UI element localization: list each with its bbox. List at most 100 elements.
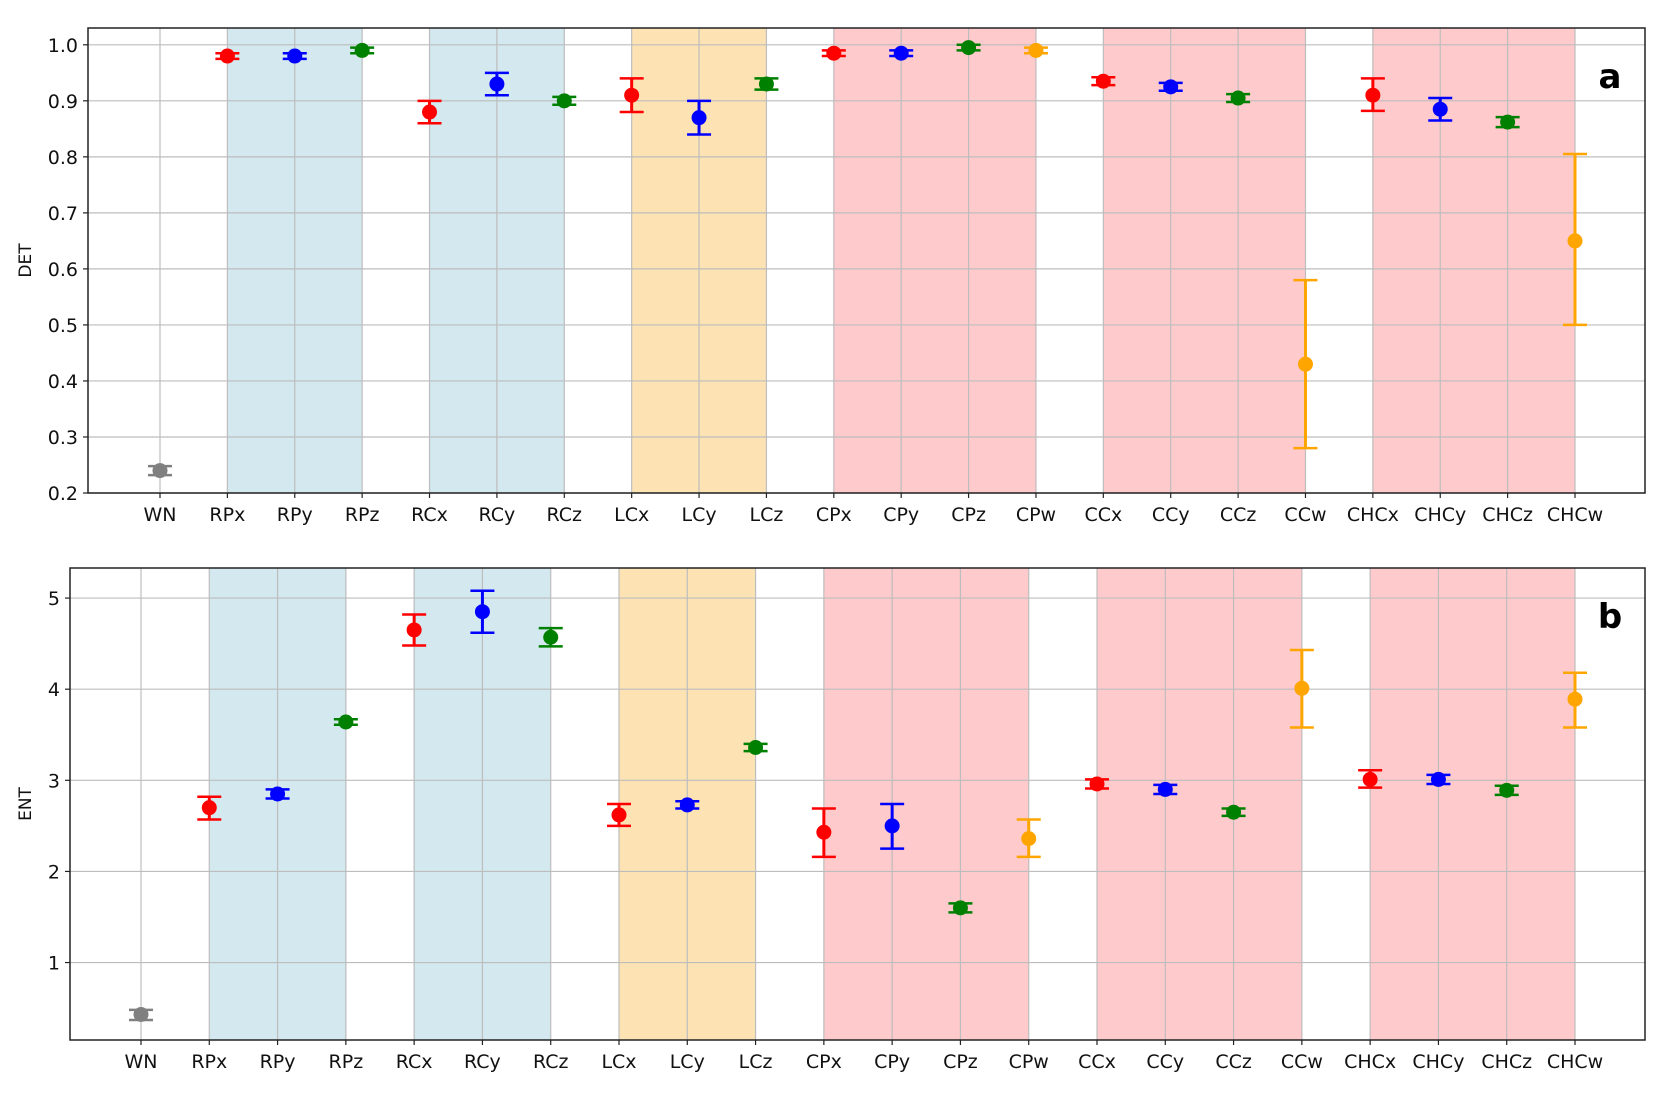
y-tick-label: 0.3 [48, 427, 78, 449]
data-point-CCy [1157, 781, 1173, 797]
data-point-CHCz [1500, 114, 1516, 130]
data-point-RCx [406, 622, 422, 638]
y-tick-label: 2 [48, 861, 60, 883]
x-tick-label-LCz: LCz [739, 1051, 773, 1073]
data-point-CHCz [1499, 782, 1515, 798]
x-tick-label-LCy: LCy [681, 504, 716, 526]
x-tick-label-CCx: CCx [1084, 504, 1122, 526]
x-tick-label-RCy: RCy [479, 504, 516, 526]
data-point-CPx [816, 824, 832, 840]
data-point-CCx [1089, 776, 1105, 792]
data-point-CPw [1021, 831, 1037, 847]
data-point-CCy [1163, 79, 1179, 95]
x-tick-label-RCx: RCx [411, 504, 448, 526]
x-tick-label-WN: WN [144, 504, 177, 526]
x-tick-label-RCy: RCy [464, 1051, 501, 1073]
data-point-RCx [422, 104, 438, 120]
plot-frame [69, 567, 1646, 1041]
y-tick-label: 0.2 [48, 483, 78, 505]
data-point-CHCy [1430, 771, 1446, 787]
y-axis-label: DET [16, 243, 36, 278]
data-point-RPy [270, 786, 286, 802]
x-tick-label-CCy: CCy [1146, 1051, 1184, 1073]
x-tick-label-LCx: LCx [614, 504, 649, 526]
x-tick-label-RCz: RCz [547, 504, 583, 526]
data-point-WN [133, 1006, 149, 1022]
x-tick-label-CPz: CPz [951, 504, 986, 526]
panel-b-ent: 1 2 3 4 5 WN RPx RPy RPz RCx RCy RCz LCx LCy LCz CPx CP… [16, 567, 1646, 1073]
x-tick-label-CPw: CPw [1009, 1051, 1049, 1073]
x-tick-label-CCx: CCx [1078, 1051, 1116, 1073]
data-point-CPy [884, 818, 900, 834]
shaded-band [1103, 28, 1306, 493]
x-tick-label-CHCz: CHCz [1482, 504, 1533, 526]
data-point-LCx [611, 807, 627, 823]
shaded-band [1097, 568, 1302, 1040]
data-point-RPx [201, 800, 217, 816]
x-tick-label-CHCz: CHCz [1481, 1051, 1532, 1073]
data-point-RCy [489, 76, 505, 92]
data-point-CHCx [1362, 771, 1378, 787]
x-tick-label-CPx: CPx [806, 1051, 842, 1073]
panel-label: a [1599, 57, 1622, 97]
x-tick-label-RPy: RPy [277, 504, 313, 526]
data-point-LCz [748, 740, 764, 756]
y-tick-label: 5 [48, 588, 60, 610]
x-tick-label-CCz: CCz [1220, 504, 1257, 526]
y-tick-label: 0.8 [48, 147, 78, 169]
data-point-CCz [1230, 90, 1246, 106]
data-point-RCz [543, 629, 559, 645]
x-tick-label-CPy: CPy [883, 504, 919, 526]
data-point-CPw [1028, 42, 1044, 58]
data-point-LCy [691, 110, 707, 126]
data-point-CHCx [1365, 87, 1381, 103]
data-point-CCx [1095, 73, 1111, 89]
plot-frame [87, 27, 1646, 494]
x-tick-label-CCz: CCz [1215, 1051, 1252, 1073]
data-point-CPz [952, 900, 968, 916]
x-tick-label-RPy: RPy [260, 1051, 296, 1073]
panel-a-det: 0.2 0.3 0.4 0.5 0.6 0.7 0.8 0.9 1.0 WN RPx RPy RPz R… [16, 27, 1646, 526]
data-point-CPy [893, 45, 909, 61]
data-point-LCz [758, 76, 774, 92]
x-tick-label-CCw: CCw [1281, 1051, 1323, 1073]
x-tick-label-RPx: RPx [191, 1051, 227, 1073]
x-tick-label-CHCw: CHCw [1547, 504, 1603, 526]
data-point-RPx [219, 48, 235, 64]
x-tick-label-CHCx: CHCx [1344, 1051, 1396, 1073]
shaded-band [1370, 568, 1575, 1040]
x-tick-label-CPz: CPz [943, 1051, 978, 1073]
data-point-CPz [961, 40, 977, 56]
y-tick-label: 3 [48, 770, 60, 792]
x-tick-label-CPx: CPx [816, 504, 852, 526]
y-tick-label: 0.7 [48, 203, 78, 225]
x-tick-label-CHCy: CHCy [1412, 1051, 1464, 1073]
y-tick-label: 0.4 [48, 371, 78, 393]
y-tick-label: 0.6 [48, 259, 78, 281]
y-axis-label: ENT [16, 786, 36, 820]
y-tick-label: 1 [48, 953, 60, 975]
panel-label: b [1598, 597, 1622, 637]
data-point-CCw [1297, 356, 1313, 372]
x-tick-label-RCx: RCx [396, 1051, 433, 1073]
data-point-CCw [1294, 680, 1310, 696]
data-point-CHCy [1432, 101, 1448, 117]
x-tick-label-RCz: RCz [533, 1051, 569, 1073]
x-tick-label-RPz: RPz [329, 1051, 364, 1073]
data-point-RCz [556, 93, 572, 109]
x-tick-label-CPw: CPw [1016, 504, 1056, 526]
data-point-CCz [1226, 804, 1242, 820]
data-point-LCy [679, 797, 695, 813]
y-tick-label: 4 [48, 679, 60, 701]
x-tick-label-CPy: CPy [874, 1051, 910, 1073]
x-tick-label-CHCx: CHCx [1347, 504, 1399, 526]
data-point-WN [152, 463, 168, 479]
x-tick-label-CHCw: CHCw [1547, 1051, 1603, 1073]
shaded-band [1372, 28, 1575, 493]
x-tick-label-CHCy: CHCy [1414, 504, 1466, 526]
data-point-RPz [338, 714, 354, 730]
data-point-RPy [287, 48, 303, 64]
y-tick-label: 0.9 [48, 91, 78, 113]
shaded-band [823, 568, 1029, 1040]
